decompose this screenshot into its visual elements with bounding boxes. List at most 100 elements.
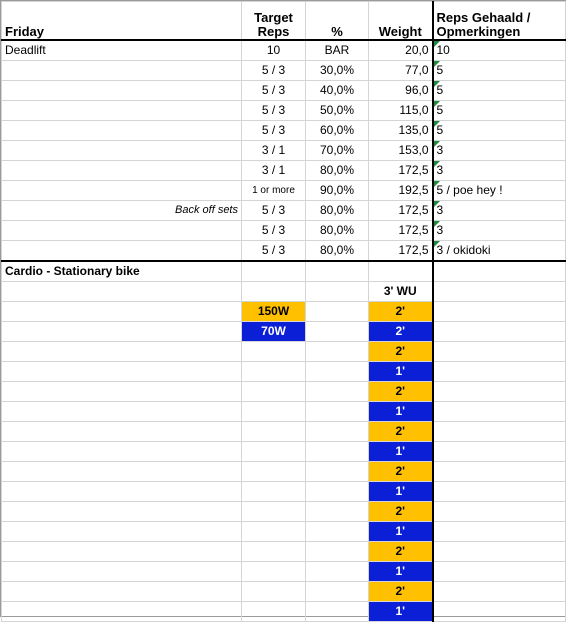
target-reps-cell[interactable]: 1 or more: [241, 180, 306, 201]
empty-cell[interactable]: [1, 421, 242, 442]
empty-cell[interactable]: [241, 501, 306, 522]
empty-cell[interactable]: [432, 401, 566, 422]
empty-cell[interactable]: [432, 301, 566, 322]
percent-cell[interactable]: 80,0%: [305, 220, 369, 241]
empty-cell[interactable]: [432, 521, 566, 542]
interval-cell[interactable]: 2': [368, 501, 434, 522]
percent-cell[interactable]: 50,0%: [305, 100, 369, 121]
percent-cell[interactable]: 80,0%: [305, 240, 369, 262]
target-reps-cell[interactable]: 5 / 3: [241, 200, 306, 221]
empty-cell[interactable]: [1, 60, 242, 81]
empty-cell[interactable]: [1, 301, 242, 322]
percent-cell[interactable]: 70,0%: [305, 140, 369, 161]
empty-cell[interactable]: [1, 140, 242, 161]
empty-cell[interactable]: [305, 481, 369, 502]
empty-cell[interactable]: [432, 441, 566, 462]
target-reps-cell[interactable]: 5 / 3: [241, 120, 306, 141]
interval-cell[interactable]: 1': [368, 521, 434, 542]
interval-cell[interactable]: 2': [368, 581, 434, 602]
empty-cell[interactable]: [305, 281, 369, 302]
empty-cell[interactable]: [241, 381, 306, 402]
empty-cell[interactable]: [368, 260, 434, 282]
empty-cell[interactable]: [432, 421, 566, 442]
interval-cell[interactable]: 2': [368, 321, 434, 342]
percent-cell[interactable]: 60,0%: [305, 120, 369, 141]
interval-cell[interactable]: 1': [368, 441, 434, 462]
exercise-name[interactable]: Deadlift: [1, 39, 242, 61]
empty-cell[interactable]: [432, 461, 566, 482]
notes-cell[interactable]: 5: [432, 120, 566, 141]
empty-cell[interactable]: [1, 361, 242, 382]
empty-cell[interactable]: [1, 341, 242, 362]
empty-cell[interactable]: [1, 100, 242, 121]
notes-cell[interactable]: 5: [432, 80, 566, 101]
empty-cell[interactable]: [1, 321, 242, 342]
interval-cell[interactable]: 2': [368, 301, 434, 322]
empty-cell[interactable]: [1, 441, 242, 462]
interval-cell[interactable]: 1': [368, 361, 434, 382]
interval-cell[interactable]: 2': [368, 461, 434, 482]
empty-cell[interactable]: [305, 401, 369, 422]
weight-cell[interactable]: 172,5: [368, 160, 434, 181]
weight-header[interactable]: Weight: [368, 1, 434, 41]
empty-cell[interactable]: [241, 281, 306, 302]
empty-cell[interactable]: [1, 521, 242, 542]
empty-cell[interactable]: [1, 281, 242, 302]
percent-cell[interactable]: 90,0%: [305, 180, 369, 201]
empty-cell[interactable]: [241, 361, 306, 382]
interval-cell[interactable]: 1': [368, 601, 434, 622]
interval-cell[interactable]: 1': [368, 481, 434, 502]
target-reps-cell[interactable]: 3 / 1: [241, 160, 306, 181]
empty-cell[interactable]: [432, 341, 566, 362]
empty-cell[interactable]: [432, 260, 566, 282]
weight-cell[interactable]: 96,0: [368, 80, 434, 101]
legend-low-cell[interactable]: 70W: [241, 321, 306, 342]
empty-cell[interactable]: [305, 521, 369, 542]
notes-cell[interactable]: 5: [432, 100, 566, 121]
interval-cell[interactable]: 1': [368, 561, 434, 582]
weight-cell[interactable]: 172,5: [368, 200, 434, 221]
empty-cell[interactable]: [305, 361, 369, 382]
notes-cell[interactable]: 5 / poe hey !: [432, 180, 566, 201]
weight-cell[interactable]: 20,0: [368, 39, 434, 61]
empty-cell[interactable]: [432, 481, 566, 502]
empty-cell[interactable]: [1, 561, 242, 582]
notes-cell[interactable]: 3: [432, 200, 566, 221]
target-reps-header[interactable]: Target Reps: [241, 1, 306, 41]
interval-cell[interactable]: 2': [368, 541, 434, 562]
empty-cell[interactable]: [305, 381, 369, 402]
target-reps-cell[interactable]: 5 / 3: [241, 240, 306, 262]
empty-cell[interactable]: [1, 581, 242, 602]
percent-cell[interactable]: 80,0%: [305, 160, 369, 181]
empty-cell[interactable]: [305, 501, 369, 522]
empty-cell[interactable]: [241, 341, 306, 362]
empty-cell[interactable]: [305, 301, 369, 322]
empty-cell[interactable]: [241, 521, 306, 542]
notes-cell[interactable]: 3: [432, 160, 566, 181]
empty-cell[interactable]: [305, 421, 369, 442]
percent-cell[interactable]: 30,0%: [305, 60, 369, 81]
notes-cell[interactable]: 5: [432, 60, 566, 81]
empty-cell[interactable]: [1, 120, 242, 141]
empty-cell[interactable]: [241, 481, 306, 502]
interval-cell[interactable]: 2': [368, 381, 434, 402]
empty-cell[interactable]: [432, 281, 566, 302]
notes-header[interactable]: Reps Gehaald / Opmerkingen: [432, 1, 566, 41]
empty-cell[interactable]: [432, 321, 566, 342]
percent-cell[interactable]: 80,0%: [305, 200, 369, 221]
empty-cell[interactable]: [305, 601, 369, 622]
empty-cell[interactable]: [1, 401, 242, 422]
target-reps-cell[interactable]: 3 / 1: [241, 140, 306, 161]
notes-cell[interactable]: 10: [432, 39, 566, 61]
empty-cell[interactable]: [241, 541, 306, 562]
percent-cell[interactable]: BAR: [305, 39, 369, 61]
empty-cell[interactable]: [432, 561, 566, 582]
empty-cell[interactable]: [432, 541, 566, 562]
notes-cell[interactable]: 3 / okidoki: [432, 240, 566, 262]
empty-cell[interactable]: [432, 381, 566, 402]
weight-cell[interactable]: 192,5: [368, 180, 434, 201]
legend-high-cell[interactable]: 150W: [241, 301, 306, 322]
empty-cell[interactable]: [1, 541, 242, 562]
empty-cell[interactable]: [241, 561, 306, 582]
empty-cell[interactable]: [1, 501, 242, 522]
